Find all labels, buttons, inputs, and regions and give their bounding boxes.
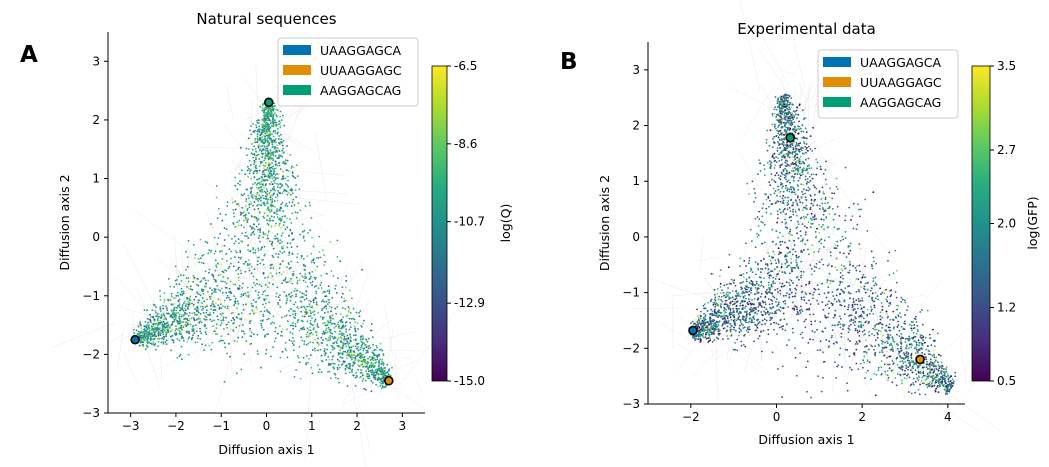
scatter-points [132,101,393,393]
y-tick-label: −1 [82,289,100,303]
highlight-point-1 [688,325,698,336]
legend-swatch [283,65,311,75]
legend-swatch [823,77,851,87]
axes-b: −2 0 2 4 −3 −2 −1 0 1 2 3 [622,42,965,424]
legend-label: AAGGAGCAG [860,95,941,110]
legend-label: AAGGAGCAG [320,83,401,98]
legend-b: UAAGGAGCA UUAAGGAGC AAGGAGCAG [817,49,959,119]
panel-a: A Natural sequences −3 −2 −1 0 1 2 3 −3 −2 −1 0 1 2 3… [20,10,513,467]
y-tick-label: 2 [92,113,100,127]
colorbar-gradient [431,65,448,382]
y-tick-label: 3 [632,63,640,77]
x-tick-label: −1 [212,419,230,433]
highlight-point-2 [915,354,925,365]
colorbar-label-a: log(Q) [498,204,513,243]
colorbar-tick-label: -8.6 [454,137,477,151]
colorbar-tick-label: -12.9 [454,296,485,310]
y-tick-label: 0 [92,230,100,244]
colorbar-tick-label: 1.2 [997,301,1016,315]
legend-swatch [283,85,311,95]
y-tick-label: 1 [92,172,100,186]
legend-label: UAAGGAGCA [860,55,941,70]
y-tick-label: −2 [82,347,100,361]
legend-label: UUAAGGAGC [860,75,942,90]
colorbar-gradient [971,65,991,382]
colorbar-tick-label: 3.5 [997,59,1016,73]
colorbar-tick-label: 2.0 [997,217,1016,231]
colorbar-tick-label: -10.7 [454,215,485,229]
colorbar-tick-label: 0.5 [997,374,1016,388]
chart-title-b: Experimental data [737,20,876,38]
colorbar-tick-label: -15.0 [454,374,485,388]
highlight-point-3 [785,132,796,143]
panel-letter-b: B [560,49,578,75]
y-tick-label: 1 [632,174,640,188]
x-tick-label: 0 [263,419,271,433]
x-axis-label-a: Diffusion axis 1 [218,442,314,457]
x-tick-label: 0 [773,410,781,424]
x-tick-label: 2 [353,419,361,433]
legend-a: UAAGGAGCA UUAAGGAGC AAGGAGCAG [277,37,419,107]
legend-swatch [823,57,851,67]
chart-title-a: Natural sequences [196,10,336,28]
x-tick-label: 4 [944,410,952,424]
colorbar-a: -6.5 -8.6 -10.7 -12.9 -15.0 [431,59,485,388]
scatter-plot-b [633,0,1001,432]
highlight-point-2 [383,375,394,386]
panel-b: B Experimental data −2 0 2 4 −3 −2 −1 0 1 2 3 Diff… [560,0,1040,447]
axes-a: −3 −2 −1 0 1 2 3 −3 −2 −1 0 1 2 3 [82,32,425,433]
legend-box [277,37,419,107]
y-axis-label-a: Diffusion axis 2 [57,174,72,270]
y-tick-label: 2 [632,119,640,133]
legend-label: UAAGGAGCA [320,43,401,58]
panel-letter-a: A [20,42,38,68]
scatter-plot-a [51,51,456,467]
legend-swatch [283,45,311,55]
background-edges [51,51,456,467]
x-tick-label: 2 [858,410,866,424]
y-tick-label: −3 [622,397,640,411]
y-tick-label: −2 [622,341,640,355]
colorbar-b: 3.5 2.7 2.0 1.2 0.5 [971,59,1016,388]
y-tick-label: 3 [92,54,100,68]
x-tick-label: −3 [122,419,140,433]
x-tick-label: −2 [682,410,700,424]
highlight-point-1 [130,334,140,345]
x-tick-label: −2 [167,419,185,433]
y-tick-label: −1 [622,286,640,300]
legend-swatch [823,97,851,107]
y-axis-label-b: Diffusion axis 2 [597,175,612,271]
legend-box [817,49,959,119]
scatter-points [688,93,957,399]
x-tick-label: 1 [308,419,316,433]
y-tick-label: −3 [82,406,100,420]
colorbar-label-b: log(GFP) [1025,196,1040,249]
x-tick-label: 3 [399,419,407,433]
colorbar-tick-label: 2.7 [997,143,1016,157]
colorbar-tick-label: -6.5 [454,59,477,73]
y-tick-label: 0 [632,230,640,244]
legend-label: UUAAGGAGC [320,63,402,78]
x-axis-label-b: Diffusion axis 1 [758,432,854,447]
highlight-point-3 [263,97,274,108]
